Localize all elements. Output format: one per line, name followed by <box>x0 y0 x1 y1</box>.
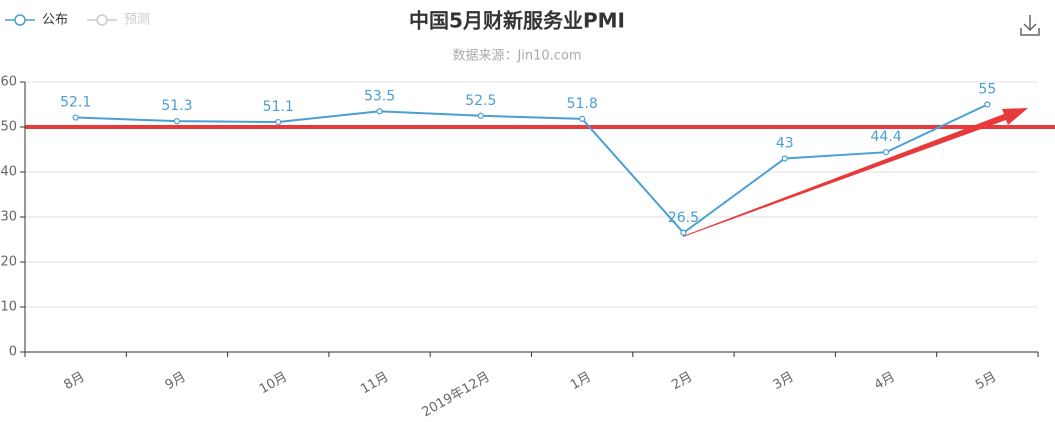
value-label: 51.8 <box>567 96 598 112</box>
y-tick-label: 50 <box>0 120 17 135</box>
point <box>882 149 890 156</box>
x-tick-label: 2月 <box>669 370 695 394</box>
x-tick-label: 9月 <box>163 370 189 394</box>
point <box>72 114 79 121</box>
value-label: 53.5 <box>364 88 395 104</box>
y-tick-label: 10 <box>0 300 17 315</box>
legend-label: 公布 <box>42 13 68 28</box>
legend-label: 预测 <box>124 13 150 28</box>
y-tick-label: 20 <box>0 255 17 270</box>
y-tick-label: 60 <box>0 75 17 90</box>
x-tick-label: 2019年12月 <box>420 370 493 421</box>
value-label: 51.3 <box>161 98 192 114</box>
point <box>579 115 586 123</box>
y-tick-label: 30 <box>0 210 17 225</box>
point <box>173 118 181 125</box>
value-label: 44.4 <box>870 129 901 145</box>
chart-title: 中国5月财新服务业PMI <box>409 9 625 33</box>
value-label: 26.5 <box>668 210 699 226</box>
x-tick-label: 10月 <box>257 370 290 398</box>
series-line <box>75 103 988 235</box>
point <box>376 108 383 115</box>
point <box>477 112 484 119</box>
y-tick-label: 0 <box>9 345 17 360</box>
value-label: 52.5 <box>465 93 496 109</box>
legend-marker <box>96 14 108 26</box>
x-tick-label: 4月 <box>872 370 898 394</box>
x-tick-label: 3月 <box>771 370 797 394</box>
y-tick-label: 40 <box>0 165 17 180</box>
x-tick-label: 1月 <box>568 370 594 394</box>
x-tick-label: 5月 <box>973 370 999 394</box>
point <box>984 101 991 108</box>
point <box>781 155 788 162</box>
x-tick-label: 8月 <box>61 370 87 394</box>
value-label: 55 <box>978 82 996 98</box>
chart-subtitle: 数据来源：Jin10.com <box>452 49 581 64</box>
point <box>275 118 282 126</box>
download-icon[interactable] <box>1020 15 1040 36</box>
trend-arrow <box>683 108 1028 237</box>
value-label: 52.1 <box>60 95 91 111</box>
point <box>680 229 687 236</box>
download-glyph[interactable] <box>1020 15 1040 36</box>
legend-marker <box>14 14 26 26</box>
value-label: 51.1 <box>263 99 294 115</box>
value-label: 43 <box>776 136 794 152</box>
x-tick-label: 11月 <box>358 370 391 398</box>
